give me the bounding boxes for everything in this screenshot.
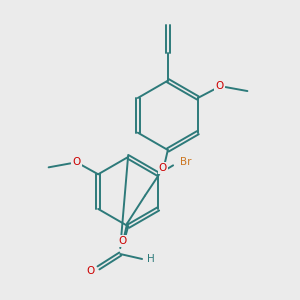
Text: O: O [72, 158, 80, 167]
Text: O: O [86, 266, 95, 276]
Text: O: O [215, 81, 224, 91]
Text: O: O [159, 163, 167, 173]
Text: H: H [147, 254, 155, 264]
Text: O: O [118, 236, 126, 246]
Text: Br: Br [180, 158, 192, 167]
